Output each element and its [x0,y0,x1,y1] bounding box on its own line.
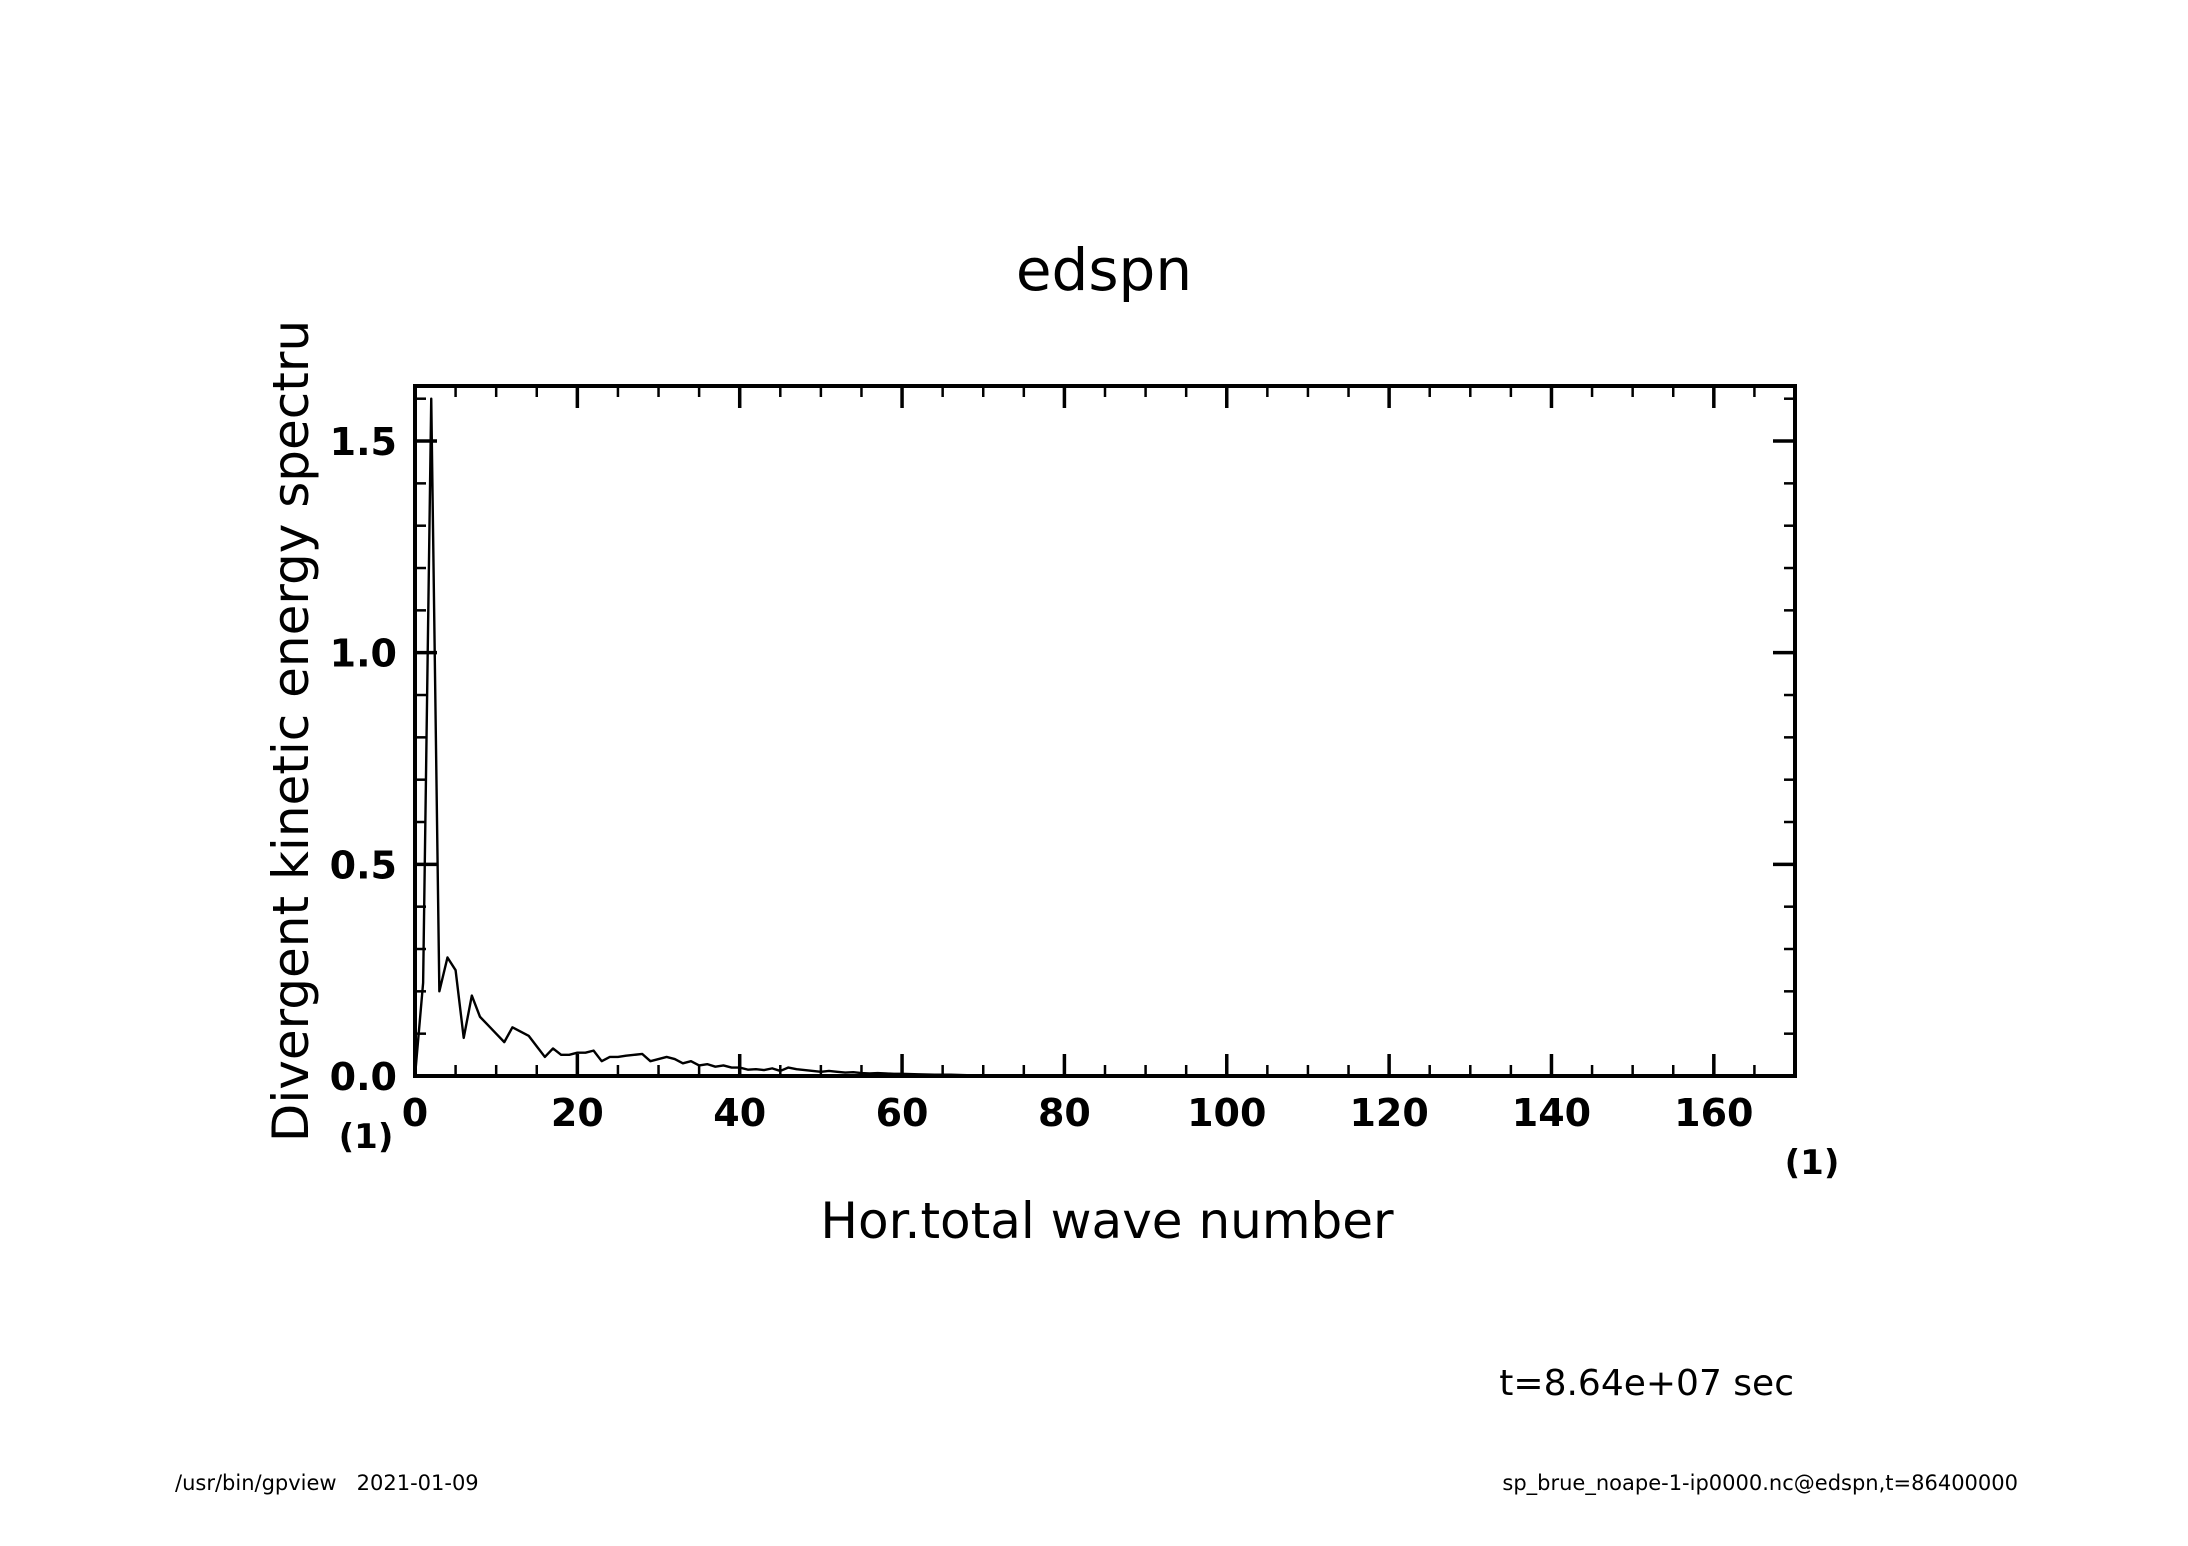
x-tick-label: 0 [402,1091,428,1135]
y-tick-label: 0.0 [330,1055,397,1099]
x-tick-label: 160 [1674,1091,1753,1135]
x-tick-label: 80 [1038,1091,1091,1135]
y-tick-label: 0.5 [330,843,397,887]
y-unit-label: (1) [339,1117,394,1157]
x-unit-label: (1) [1785,1143,1840,1183]
footer-right: sp_brue_noape-1-ip0000.nc@edspn,t=864000… [1502,1471,2018,1496]
x-tick-label: 20 [551,1091,604,1135]
tick-labels: 0 20 40 60 80 100 120 140 160 0.0 0.5 1.0 1.5 [330,420,1754,1135]
plot-frame [413,384,1797,1078]
axis-ticks [413,386,1797,1078]
chart-title: edspn [1016,236,1192,304]
y-tick-label: 1.0 [330,632,397,676]
series-line [413,397,1795,1078]
x-tick-label: 140 [1512,1091,1591,1135]
x-tick-label: 40 [713,1091,766,1135]
footer-left: /usr/bin/gpview 2021-01-09 [175,1471,479,1495]
x-tick-label: 60 [876,1091,929,1135]
time-label: t=8.64e+07 sec [1499,1363,1794,1404]
x-tick-label: 120 [1349,1091,1428,1135]
y-axis-label: Divergent kinetic energy spectru [262,320,320,1142]
x-axis-label: Hor.total wave number [820,1192,1394,1250]
y-tick-label: 1.5 [330,420,397,464]
x-tick-label: 100 [1187,1091,1266,1135]
